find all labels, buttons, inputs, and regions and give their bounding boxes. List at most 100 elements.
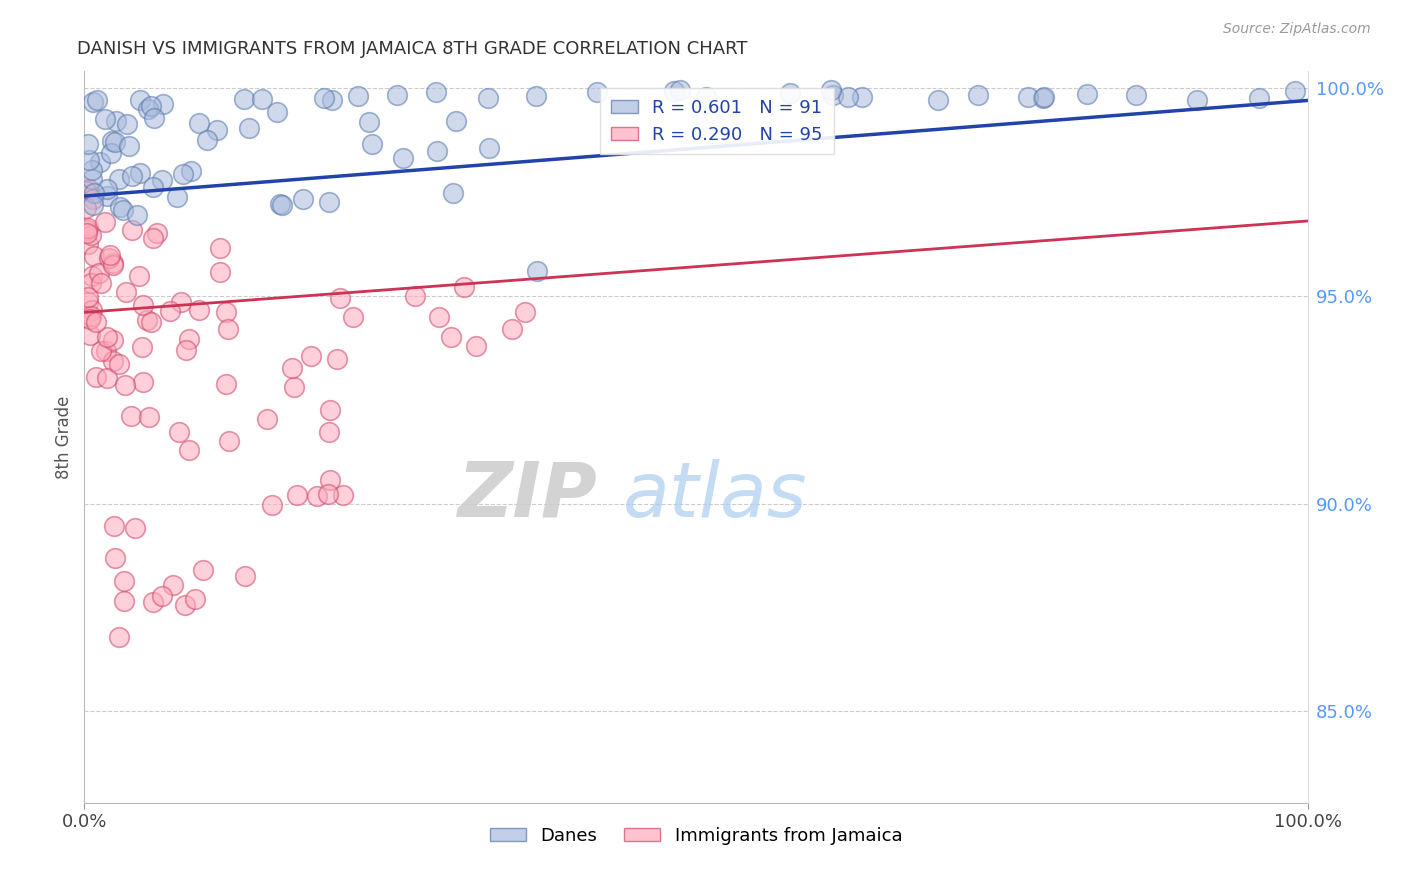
Point xyxy=(285,487,308,501)
Point xyxy=(281,361,304,376)
Point xyxy=(283,380,305,394)
Point xyxy=(820,83,842,97)
Point xyxy=(136,103,159,117)
Point xyxy=(152,96,174,111)
Point xyxy=(266,105,288,120)
Point xyxy=(76,226,98,240)
Point xyxy=(205,123,228,137)
Point xyxy=(526,264,548,278)
Point xyxy=(80,228,103,243)
Point xyxy=(145,226,167,240)
Point xyxy=(75,184,97,198)
Point xyxy=(96,189,118,203)
Point xyxy=(141,99,163,113)
Point xyxy=(172,167,194,181)
Point xyxy=(76,294,98,309)
Point xyxy=(669,83,692,97)
Point xyxy=(321,94,343,108)
Point xyxy=(318,425,340,439)
Point xyxy=(502,322,524,336)
Point xyxy=(125,208,148,222)
Point xyxy=(75,201,97,215)
Point xyxy=(150,173,173,187)
Point xyxy=(83,186,105,200)
Point xyxy=(108,630,131,644)
Point xyxy=(177,442,200,457)
Point xyxy=(90,343,112,358)
Point xyxy=(312,91,335,105)
Point xyxy=(80,277,103,291)
Point xyxy=(513,305,536,319)
Point xyxy=(291,192,314,206)
Point xyxy=(141,315,163,329)
Point xyxy=(586,85,609,99)
Point xyxy=(1032,91,1054,105)
Point xyxy=(256,412,278,426)
Point xyxy=(114,378,136,392)
Text: DANISH VS IMMIGRANTS FROM JAMAICA 8TH GRADE CORRELATION CHART: DANISH VS IMMIGRANTS FROM JAMAICA 8TH GR… xyxy=(77,40,748,58)
Point xyxy=(238,120,260,135)
Point xyxy=(269,197,291,211)
Point xyxy=(143,111,166,125)
Point xyxy=(101,333,124,347)
Point xyxy=(76,221,98,235)
Point xyxy=(179,332,201,346)
Point xyxy=(385,88,408,103)
Point xyxy=(98,251,121,265)
Point xyxy=(232,92,254,106)
Point xyxy=(82,302,104,317)
Point xyxy=(174,343,197,357)
Point xyxy=(124,521,146,535)
Point xyxy=(104,135,127,149)
Point xyxy=(441,186,464,200)
Point xyxy=(101,354,124,368)
Point xyxy=(180,164,202,178)
Point xyxy=(108,358,131,372)
Point xyxy=(1247,90,1270,104)
Point xyxy=(318,487,340,501)
Point xyxy=(851,90,873,104)
Point xyxy=(319,473,342,487)
Point xyxy=(128,269,150,284)
Point xyxy=(120,409,142,423)
Point xyxy=(1125,88,1147,103)
Point xyxy=(195,133,218,147)
Point xyxy=(105,114,128,128)
Point xyxy=(142,231,165,245)
Point xyxy=(326,352,349,367)
Point xyxy=(128,93,150,107)
Point xyxy=(187,303,209,318)
Point xyxy=(77,182,100,196)
Point xyxy=(86,93,108,107)
Point xyxy=(76,223,98,237)
Point xyxy=(117,139,139,153)
Point xyxy=(446,114,468,128)
Point xyxy=(262,498,284,512)
Point xyxy=(77,153,100,167)
Point xyxy=(76,237,98,252)
Point xyxy=(218,434,240,448)
Point xyxy=(82,163,104,178)
Point xyxy=(837,89,859,103)
Point xyxy=(76,136,98,151)
Legend: Danes, Immigrants from Jamaica: Danes, Immigrants from Jamaica xyxy=(482,820,910,852)
Point xyxy=(191,563,214,577)
Point xyxy=(1076,87,1098,102)
Point xyxy=(440,330,463,344)
Point xyxy=(170,294,193,309)
Point xyxy=(299,349,322,363)
Point xyxy=(84,315,107,329)
Point xyxy=(209,241,232,255)
Point xyxy=(142,595,165,609)
Point xyxy=(90,276,112,290)
Point xyxy=(89,266,111,280)
Point xyxy=(82,95,104,110)
Point xyxy=(98,247,121,261)
Point xyxy=(1187,93,1209,107)
Point xyxy=(112,574,135,589)
Point xyxy=(779,86,801,100)
Point xyxy=(94,112,117,126)
Point xyxy=(464,339,486,353)
Point xyxy=(318,194,340,209)
Point xyxy=(359,115,381,129)
